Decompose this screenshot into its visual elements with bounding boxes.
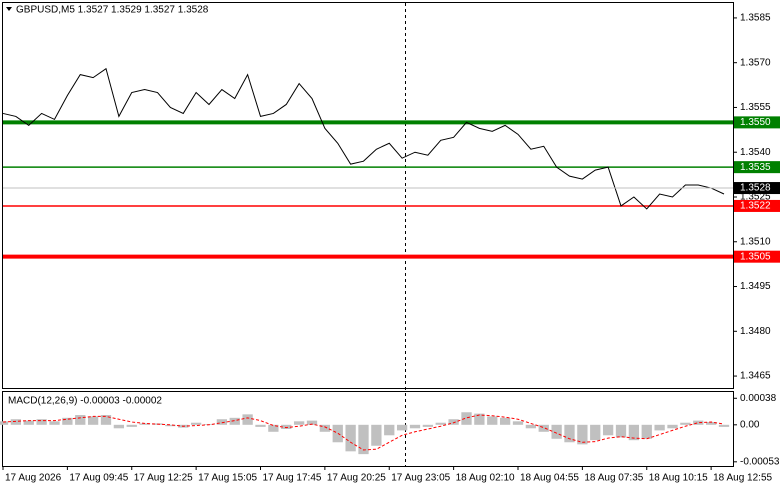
macd-bar <box>564 424 575 443</box>
x-tick-label: 17 Aug 17:45 <box>263 473 322 484</box>
x-tick-label: 17 Aug 09:45 <box>69 473 128 484</box>
macd-bar <box>49 421 60 425</box>
macd-bar <box>487 416 498 425</box>
x-tick-label: 18 Aug 04:55 <box>520 473 579 484</box>
macd-bar <box>396 424 408 431</box>
macd-bar <box>705 422 717 425</box>
macd-bar <box>474 413 485 425</box>
macd-bar <box>615 424 627 438</box>
y-tick-label: 1.3525 <box>740 192 771 203</box>
macd-title: MACD(12,26,9) -0.00003 -0.00002 <box>8 396 162 407</box>
macd-bar <box>62 417 73 425</box>
macd-bar <box>409 424 421 429</box>
macd-bar <box>641 424 652 439</box>
macd-bar <box>139 423 150 425</box>
last-price-label: 1.3528 <box>740 183 771 194</box>
macd-bar <box>229 417 240 425</box>
macd-bar <box>255 424 266 427</box>
x-tick-label: 17 Aug 2026 <box>5 473 62 484</box>
macd-bar <box>36 419 47 425</box>
macd-bar <box>216 419 228 425</box>
macd-bar <box>281 424 292 429</box>
macd-bar <box>718 424 730 427</box>
macd-bar <box>190 422 202 425</box>
macd-bar <box>268 424 279 432</box>
macd-bar <box>126 424 137 427</box>
y-tick-label: 1.3555 <box>740 102 771 113</box>
level-label: 1.3550 <box>740 117 771 128</box>
macd-bar <box>499 417 511 425</box>
x-tick-label: 18 Aug 07:35 <box>584 473 643 484</box>
menu-arrow <box>6 7 12 11</box>
x-tick-label: 17 Aug 20:25 <box>327 473 386 484</box>
y-tick-label: 0.00038 <box>740 393 777 404</box>
macd-bar <box>358 424 369 455</box>
macd-bar <box>384 424 395 436</box>
macd-bar <box>667 424 678 429</box>
y-tick-label: 0.00 <box>740 419 760 430</box>
y-tick-label: 1.3585 <box>740 13 771 24</box>
macd-bar <box>242 414 253 425</box>
macd-bar <box>628 424 640 441</box>
y-tick-label: 1.3540 <box>740 147 771 158</box>
macd-bar <box>680 422 691 425</box>
level-label: 1.3505 <box>740 251 771 262</box>
x-tick-label: 17 Aug 12:25 <box>134 473 193 484</box>
x-tick-label: 17 Aug 15:05 <box>198 473 257 484</box>
last-price-tag <box>734 182 780 195</box>
price-line <box>2 67 725 210</box>
macd-bar <box>100 415 112 425</box>
signal-line <box>2 414 725 451</box>
macd-bar <box>693 420 704 425</box>
macd-bar <box>345 424 356 452</box>
macd-bar <box>23 420 34 425</box>
macd-bar <box>590 424 601 441</box>
x-tick-label: 18 Aug 02:10 <box>456 473 515 484</box>
x-tick-label: 17 Aug 23:05 <box>391 473 450 484</box>
macd-bar <box>654 424 665 431</box>
y-tick-label: 1.3495 <box>740 281 771 292</box>
macd-bar <box>448 419 459 425</box>
y-tick-label: 1.3510 <box>740 236 771 247</box>
macd-bar <box>422 424 434 427</box>
x-tick-label: 18 Aug 12:55 <box>713 473 772 484</box>
macd-bar <box>512 421 524 425</box>
macd-bar <box>602 424 614 436</box>
level-label: 1.3535 <box>740 162 771 173</box>
macd-bar <box>577 424 588 445</box>
macd-bar <box>319 424 331 432</box>
macd-bar <box>525 424 537 429</box>
macd-bar <box>551 424 562 439</box>
macd-bar <box>0 421 9 425</box>
macd-bar <box>293 421 305 425</box>
y-tick-label: 1.3480 <box>740 326 771 337</box>
y-tick-label: -0.00053 <box>740 456 780 467</box>
macd-bar <box>371 424 382 446</box>
macd-bar <box>113 424 125 429</box>
y-tick-label: 1.3570 <box>740 57 771 68</box>
macd-bar <box>10 419 22 425</box>
level-tag <box>734 250 780 263</box>
macd-bar <box>75 415 86 425</box>
macd-bar <box>435 422 446 425</box>
level-label: 1.3522 <box>740 201 771 212</box>
price-panel-frame <box>2 2 734 389</box>
price-title: GBPUSD,M5 1.3527 1.3529 1.3527 1.3528 <box>16 5 209 16</box>
level-tag <box>734 161 780 174</box>
macd-panel-frame <box>2 391 734 467</box>
macd-bar <box>87 416 99 425</box>
y-tick-label: 1.3465 <box>740 371 771 382</box>
level-tag <box>734 116 780 129</box>
macd-bar <box>165 424 176 427</box>
level-tag <box>734 199 780 212</box>
macd-bar <box>538 424 549 432</box>
macd-bar <box>306 420 318 425</box>
x-tick-label: 18 Aug 10:15 <box>649 473 708 484</box>
macd-bar <box>461 412 472 425</box>
